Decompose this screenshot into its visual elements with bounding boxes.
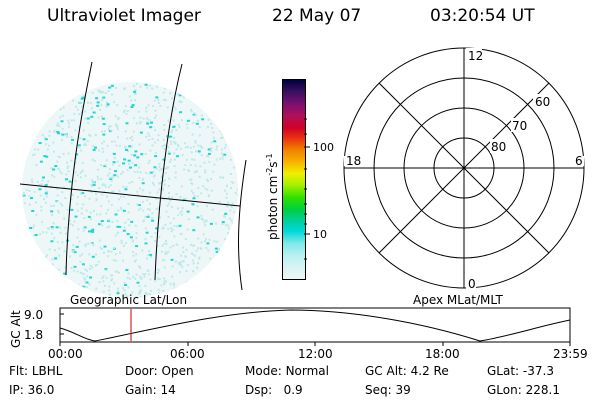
gc-alt-info: GC Alt: 4.2 Re xyxy=(365,364,449,378)
color-bar-tick-10: 10 xyxy=(313,228,327,241)
mlat-label-70: 70 xyxy=(512,119,527,133)
app-title: Ultraviolet Imager xyxy=(47,6,201,26)
mlt-label-18: 18 xyxy=(346,154,361,168)
altitude-tick-1-8: 1.8 xyxy=(24,328,43,342)
geographic-image-panel xyxy=(19,61,247,298)
glon-value: 228.1 xyxy=(525,383,560,397)
time-tick-1200: 12:00 xyxy=(298,347,333,361)
svg-text:photon cm-2s-1: photon cm-2s-1 xyxy=(265,153,280,240)
unit-sup-cm: -2 xyxy=(265,168,274,176)
unit-label-s: s xyxy=(266,161,280,167)
apex-panel-label: Apex MLat/MLT xyxy=(413,293,503,307)
altitude-plot-frame xyxy=(59,307,571,343)
color-bar-tick-100: 100 xyxy=(313,141,334,154)
altitude-curve xyxy=(59,309,571,342)
mlat-label-80: 80 xyxy=(491,140,506,154)
polar-diagonal-2 xyxy=(378,82,550,254)
gain-value: 14 xyxy=(160,383,176,397)
gc-alt-value: 4.2 Re xyxy=(410,364,449,378)
mlt-label-12: 12 xyxy=(468,49,483,63)
glat-value: -37.3 xyxy=(522,364,554,378)
seq-value: 39 xyxy=(395,383,411,397)
color-bar-unit-label: photon cm-2s-1 xyxy=(265,153,280,240)
geographic-panel-label: Geographic Lat/Lon xyxy=(70,293,188,307)
filter-info: Flt: LBHL xyxy=(9,364,63,378)
mlt-label-6: 6 xyxy=(575,154,583,168)
color-bar-gradient xyxy=(283,80,305,279)
uv-emission-speckles xyxy=(22,82,238,298)
earth-disk xyxy=(22,82,238,298)
mlat-label-60: 60 xyxy=(535,95,550,109)
unit-sup-s: -1 xyxy=(265,153,274,161)
time-tick-2359: 23:59 xyxy=(553,347,588,361)
filter-value: LBHL xyxy=(31,364,63,378)
time-tick-0000: 00:00 xyxy=(48,347,83,361)
altitude-axis-label: GC Alt xyxy=(9,310,23,348)
ip-value: 36.0 xyxy=(27,383,55,397)
mode-info: Mode: Normal xyxy=(245,364,329,378)
color-bar xyxy=(282,79,306,280)
geographic-grid-lines xyxy=(19,61,247,291)
glon-info: GLon: 228.1 xyxy=(487,383,560,397)
dsp-info: Dsp: 0.9 xyxy=(245,383,303,397)
unit-label-text: photon cm xyxy=(266,176,280,240)
glat-info: GLat: -37.3 xyxy=(487,364,554,378)
door-value: Open xyxy=(161,364,194,378)
mode-value: Normal xyxy=(285,364,329,378)
altitude-tick-9: 9.0 xyxy=(24,308,43,322)
door-info: Door: Open xyxy=(125,364,194,378)
time-tick-1800: 18:00 xyxy=(425,347,460,361)
polar-mlt-plot: 12 0 18 6 60 70 80 xyxy=(343,47,585,291)
date-display: 22 May 07 xyxy=(272,6,362,26)
time-display: 03:20:54 UT xyxy=(430,6,535,26)
gain-info: Gain: 14 xyxy=(125,383,176,397)
seq-info: Seq: 39 xyxy=(365,383,411,397)
altitude-plot: GC Alt 9.0 1.8 xyxy=(9,307,571,348)
dsp-value: 0.9 xyxy=(283,383,303,397)
time-tick-0600: 06:00 xyxy=(170,347,205,361)
color-bar-axis: 100 10 xyxy=(304,118,334,260)
ip-info: IP: 36.0 xyxy=(9,383,55,397)
mlt-label-0: 0 xyxy=(468,277,476,291)
